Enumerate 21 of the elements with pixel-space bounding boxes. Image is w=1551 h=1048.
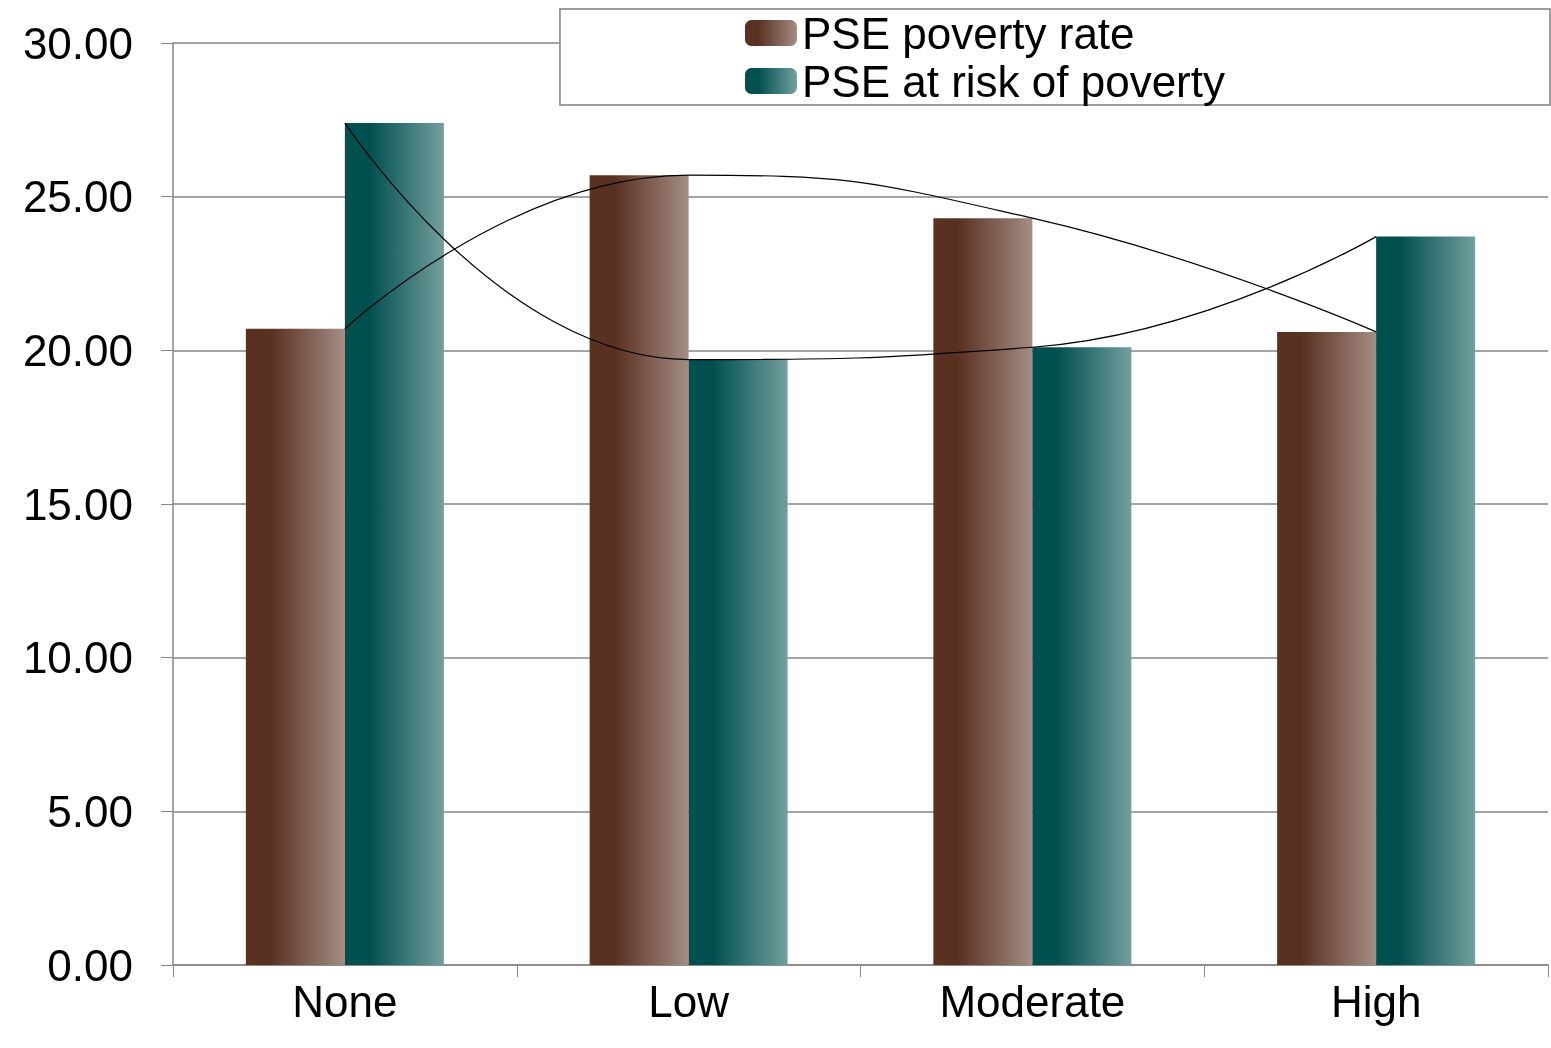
bar	[1032, 347, 1132, 965]
y-tick-label: 30.00	[22, 18, 133, 68]
bar	[245, 328, 345, 965]
x-tick-label: High	[1330, 976, 1422, 1026]
line-series	[344, 122, 1377, 361]
bar	[1376, 236, 1476, 965]
x-tick-label: None	[292, 976, 398, 1026]
y-tick-label: 0.00	[47, 940, 133, 990]
legend-label: PSE poverty rate	[801, 8, 1135, 58]
bar	[1277, 331, 1377, 965]
bar	[344, 122, 444, 965]
x-tick-label: Low	[648, 976, 730, 1026]
y-tick-label: 5.00	[47, 786, 133, 836]
bar	[688, 359, 788, 965]
x-tick-label: Moderate	[939, 976, 1126, 1026]
y-tick-label: 10.00	[22, 633, 133, 683]
y-tick-label: 25.00	[22, 172, 133, 222]
y-tick-label: 20.00	[22, 325, 133, 375]
bar	[589, 175, 689, 965]
y-tick-label: 15.00	[22, 479, 133, 529]
bar	[933, 218, 1033, 965]
